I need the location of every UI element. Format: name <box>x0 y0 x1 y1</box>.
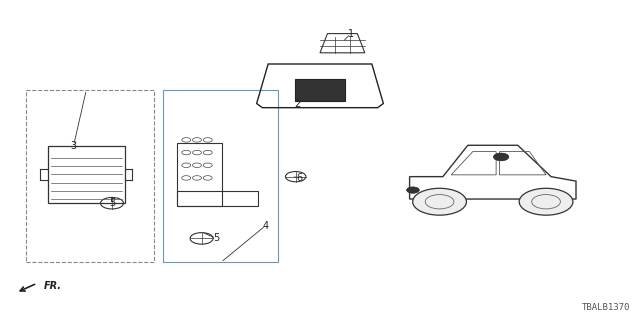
Bar <box>48 146 125 203</box>
Bar <box>163 90 278 262</box>
Text: 2: 2 <box>294 99 301 109</box>
Text: 5: 5 <box>109 198 115 208</box>
Text: 5: 5 <box>213 233 220 244</box>
Text: 3: 3 <box>70 140 77 151</box>
Text: 1: 1 <box>348 28 354 39</box>
Bar <box>177 191 258 206</box>
Text: 6: 6 <box>296 172 303 183</box>
Text: TBALB1370: TBALB1370 <box>582 303 630 312</box>
Circle shape <box>413 188 467 215</box>
Bar <box>26 90 154 262</box>
Text: FR.: FR. <box>44 281 61 292</box>
Circle shape <box>493 153 509 161</box>
Circle shape <box>519 188 573 215</box>
Text: 4: 4 <box>262 220 269 231</box>
Circle shape <box>406 187 419 193</box>
Polygon shape <box>294 79 346 101</box>
Bar <box>177 143 222 206</box>
